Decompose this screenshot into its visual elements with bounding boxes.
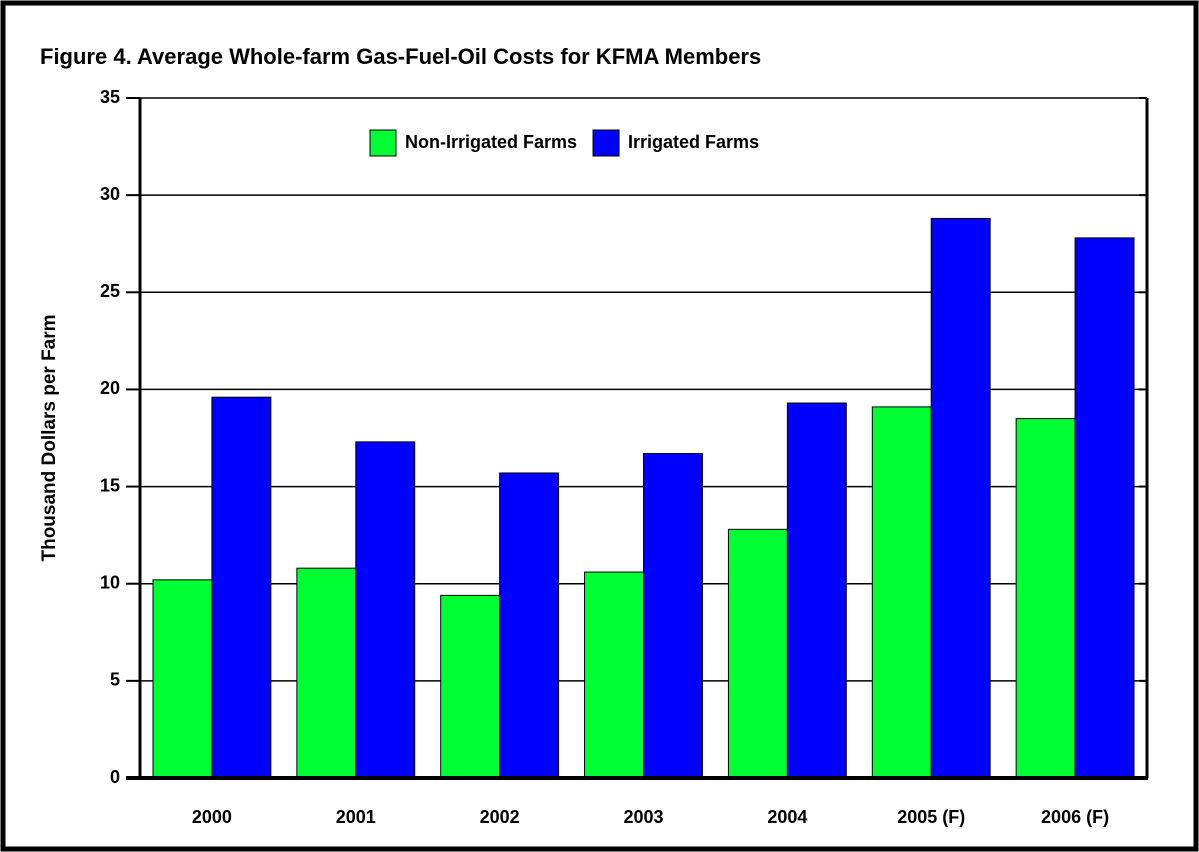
bar — [211, 396, 272, 779]
bar — [152, 579, 213, 779]
legend-swatch — [369, 129, 397, 157]
bar — [355, 441, 416, 779]
bar — [727, 528, 788, 779]
y-tick-label: 35 — [100, 87, 120, 107]
y-tick-label: 30 — [100, 184, 120, 204]
bar — [1015, 418, 1076, 779]
x-tick-label: 2001 — [336, 807, 376, 827]
bar — [871, 406, 932, 779]
x-tick-label: 2002 — [480, 807, 520, 827]
x-tick-label: 2004 — [767, 807, 807, 827]
bar — [440, 594, 501, 779]
bar — [930, 217, 991, 779]
bar — [584, 571, 644, 779]
y-tick-label: 15 — [100, 475, 120, 495]
bar — [643, 453, 703, 779]
x-tick-label: 2005 (F) — [897, 807, 965, 827]
bar — [296, 567, 357, 779]
y-tick-label: 5 — [110, 670, 120, 690]
y-tick-label: 20 — [100, 378, 120, 398]
y-axis-label: Thousand Dollars per Farm — [39, 314, 60, 561]
x-tick-label: 2003 — [623, 807, 663, 827]
y-tick-label: 10 — [100, 572, 120, 592]
x-tick-label: 2006 (F) — [1041, 807, 1109, 827]
x-tick-label: 2000 — [192, 807, 232, 827]
legend-label: Non-Irrigated Farms — [405, 132, 577, 152]
chart-title: Figure 4. Average Whole-farm Gas-Fuel-Oi… — [40, 44, 761, 69]
bar — [786, 402, 847, 779]
legend-label: Irrigated Farms — [628, 132, 759, 152]
y-tick-label: 25 — [100, 281, 120, 301]
bar — [499, 472, 560, 779]
bar — [1074, 237, 1135, 779]
legend-swatch — [592, 129, 620, 157]
y-tick-label: 0 — [110, 767, 120, 787]
